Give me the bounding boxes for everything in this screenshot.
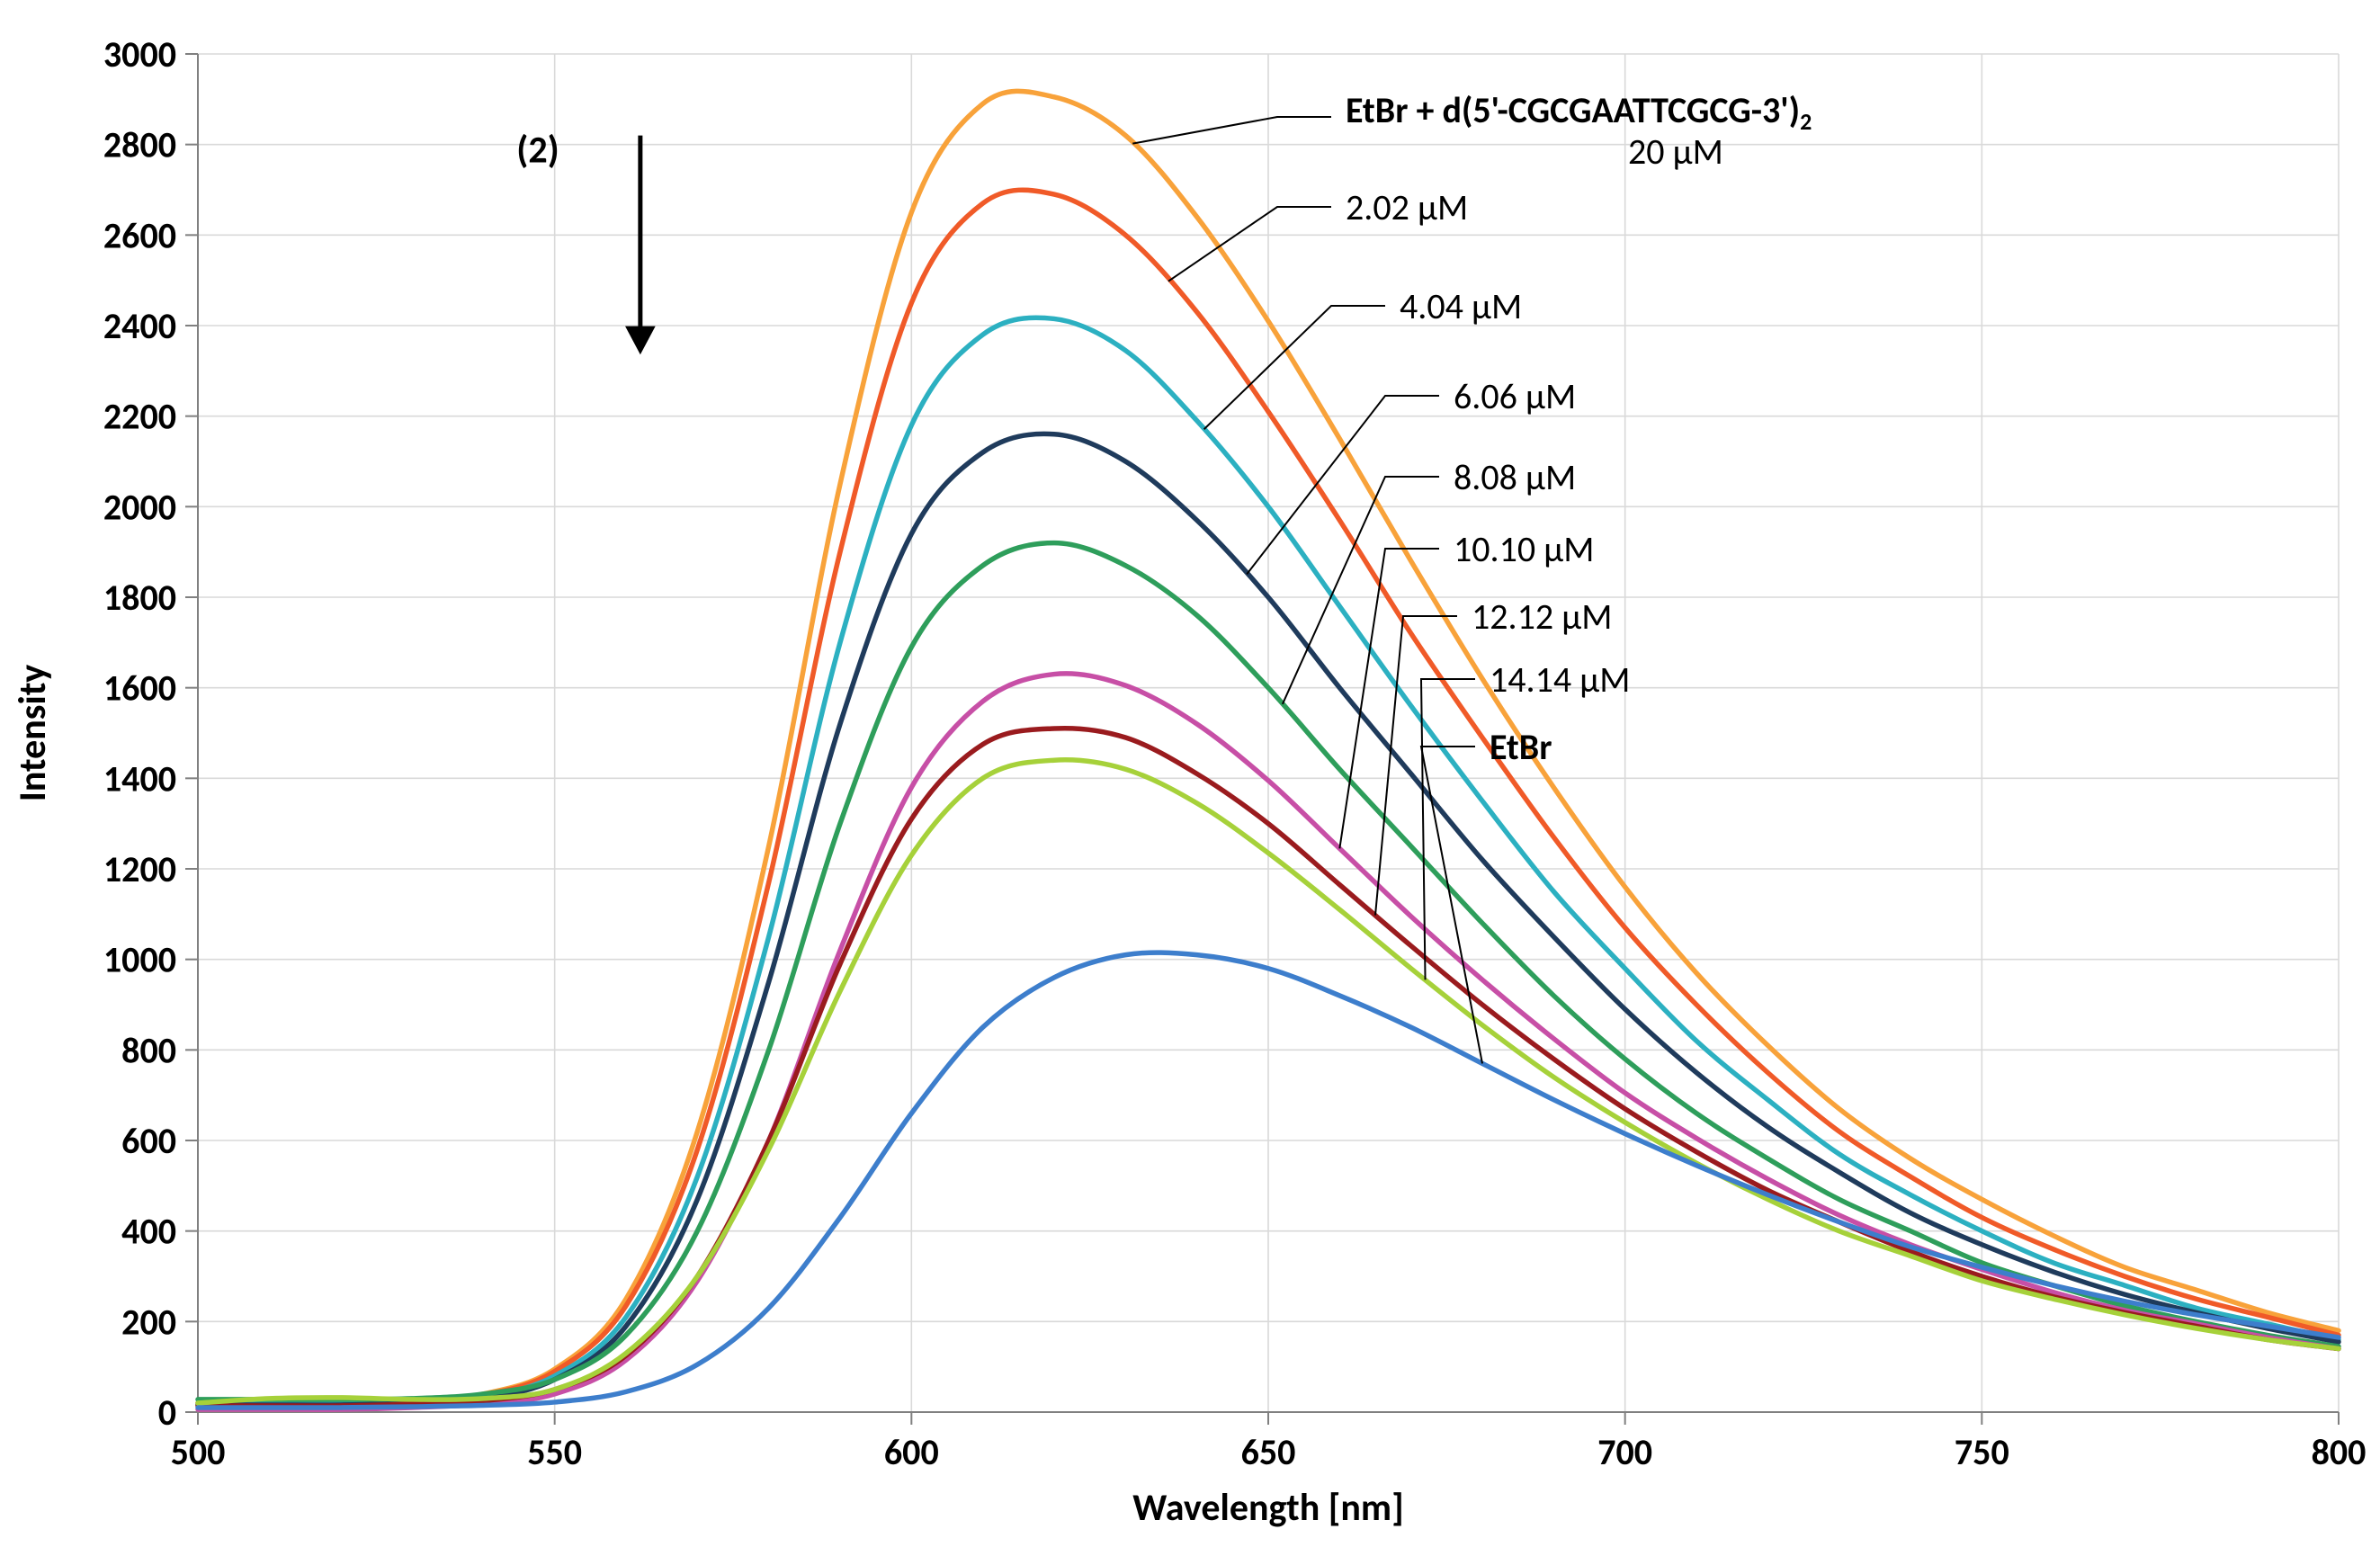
chart-container: 500 550 600 650 700 750 800 0 200 400 600 800 1000 12… [0, 0, 2380, 1565]
y-tick-label: 800 [121, 1028, 176, 1072]
spectra-chart: 500 550 600 650 700 750 800 0 200 400 600 800 1000 12… [0, 0, 2380, 1565]
x-tick-label: 800 [2312, 1430, 2367, 1474]
y-tick-label: 2800 [103, 123, 176, 167]
leader-label: 8.08 µM [1454, 455, 1576, 499]
y-tick-label: 1400 [103, 756, 176, 800]
x-tick-label: 750 [1955, 1430, 2009, 1474]
x-axis-title: Wavelength [nm] [1132, 1485, 1404, 1531]
leader-label: 12.12 µM [1472, 595, 1612, 639]
leader-label: 2.02 µM [1346, 185, 1468, 229]
leader-label: EtBr [1490, 725, 1552, 769]
y-tick-label: 3000 [103, 32, 176, 76]
x-tick-label: 700 [1597, 1430, 1652, 1474]
leader-label: 6.06 µM [1454, 374, 1576, 418]
y-tick-label: 200 [121, 1300, 176, 1344]
y-tick-label: 2000 [103, 485, 176, 529]
y-tick-label: 2600 [103, 213, 176, 257]
y-tick-label: 400 [121, 1210, 176, 1254]
x-tick-label: 650 [1241, 1430, 1296, 1474]
y-tick-label: 2400 [103, 304, 176, 348]
annotation-label: (2) [516, 128, 559, 174]
y-axis-title: Intensity [10, 665, 56, 802]
y-tick-label: 1800 [103, 576, 176, 620]
x-tick-label: 550 [527, 1430, 582, 1474]
y-tick-label: 1600 [103, 666, 176, 711]
leader-label: 10.10 µM [1454, 527, 1594, 571]
leader-label: 4.04 µM [1400, 284, 1522, 328]
x-tick-label: 600 [884, 1430, 939, 1474]
y-tick-label: 1200 [103, 847, 176, 891]
leader-label-line2: 20 µM [1628, 130, 1723, 174]
leader-label: EtBr + d(5'-CGCGAATTCGCG-3')2 [1346, 88, 1812, 136]
y-tick-label: 2200 [103, 395, 176, 439]
x-tick-label: 500 [171, 1430, 226, 1474]
y-tick-label: 0 [158, 1391, 176, 1435]
leader-label: 14.14 µM [1490, 657, 1630, 702]
y-tick-label: 600 [121, 1119, 176, 1163]
y-tick-label: 1000 [103, 938, 176, 982]
